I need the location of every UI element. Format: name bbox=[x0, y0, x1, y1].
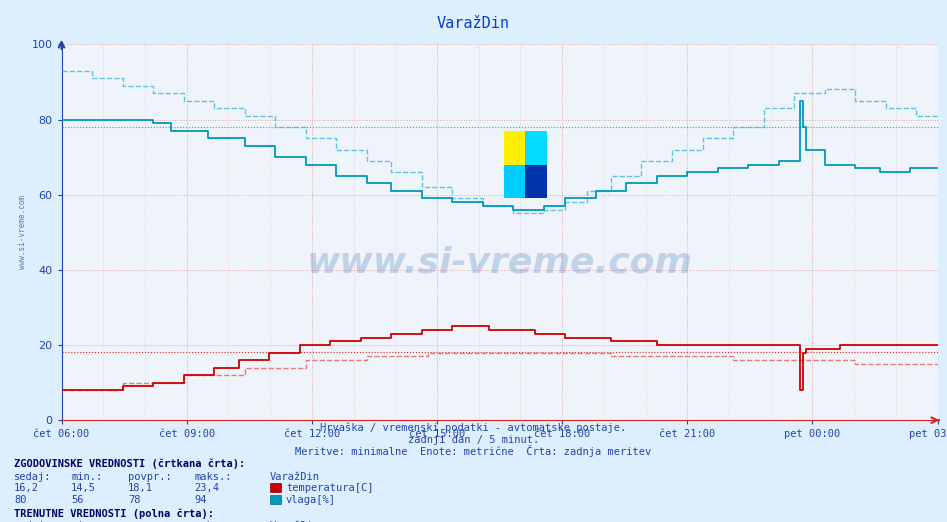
Text: vlaga[%]: vlaga[%] bbox=[286, 495, 336, 505]
Text: zadnji dan / 5 minut.: zadnji dan / 5 minut. bbox=[408, 435, 539, 445]
Text: min.:: min.: bbox=[71, 472, 102, 482]
Text: 14,5: 14,5 bbox=[71, 483, 96, 493]
Text: TRENUTNE VREDNOSTI (polna črta):: TRENUTNE VREDNOSTI (polna črta): bbox=[14, 508, 214, 519]
Text: 16,2: 16,2 bbox=[14, 483, 39, 493]
Text: sedaj:: sedaj: bbox=[14, 472, 52, 482]
Text: maks.:: maks.: bbox=[194, 521, 232, 522]
Text: ZGODOVINSKE VREDNOSTI (črtkana črta):: ZGODOVINSKE VREDNOSTI (črtkana črta): bbox=[14, 459, 245, 469]
Text: 94: 94 bbox=[194, 495, 206, 505]
Text: www.si-vreme.com: www.si-vreme.com bbox=[18, 195, 27, 269]
Bar bbox=[526, 164, 546, 198]
Text: min.:: min.: bbox=[71, 521, 102, 522]
Text: VaražDin: VaražDin bbox=[270, 521, 320, 522]
Text: povpr.:: povpr.: bbox=[128, 521, 171, 522]
Text: sedaj:: sedaj: bbox=[14, 521, 52, 522]
Text: 56: 56 bbox=[71, 495, 83, 505]
Text: Hrvaška / vremenski podatki - avtomatske postaje.: Hrvaška / vremenski podatki - avtomatske… bbox=[320, 422, 627, 433]
Text: www.si-vreme.com: www.si-vreme.com bbox=[307, 245, 692, 279]
Text: Meritve: minimalne  Enote: metrične  Črta: zadnja meritev: Meritve: minimalne Enote: metrične Črta:… bbox=[295, 445, 652, 457]
Bar bbox=[526, 130, 546, 164]
Text: 80: 80 bbox=[14, 495, 27, 505]
Text: maks.:: maks.: bbox=[194, 472, 232, 482]
Bar bbox=[504, 130, 526, 164]
Bar bbox=[504, 164, 526, 198]
Text: temperatura[C]: temperatura[C] bbox=[286, 483, 373, 493]
Text: VaražDin: VaražDin bbox=[437, 16, 510, 31]
Text: 78: 78 bbox=[128, 495, 140, 505]
Text: 18,1: 18,1 bbox=[128, 483, 152, 493]
Text: 23,4: 23,4 bbox=[194, 483, 219, 493]
Text: povpr.:: povpr.: bbox=[128, 472, 171, 482]
Text: VaražDin: VaražDin bbox=[270, 472, 320, 482]
